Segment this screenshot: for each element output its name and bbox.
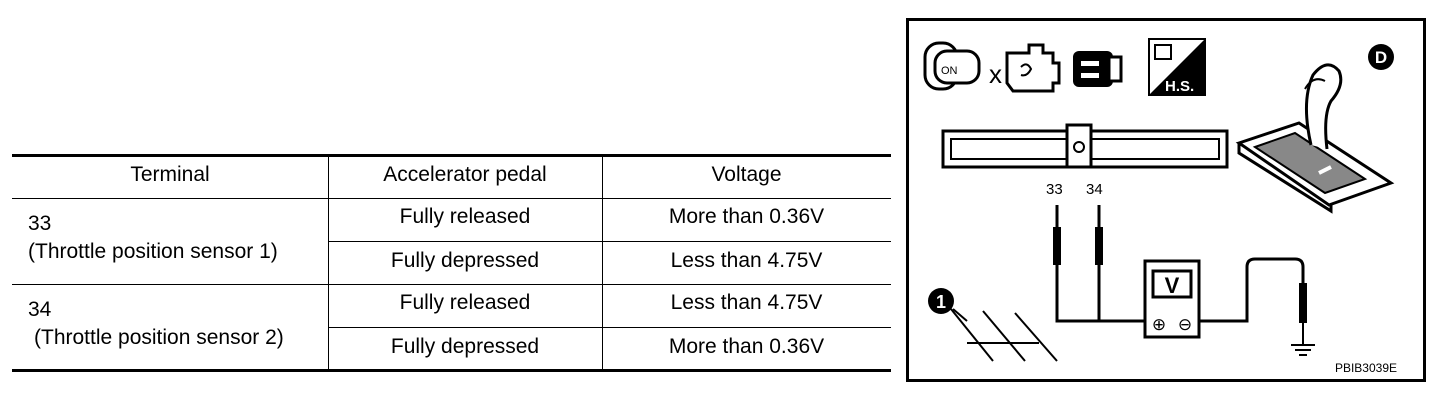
ignition-on-label: ON <box>941 65 958 77</box>
terminal-number: 34 <box>28 298 52 321</box>
header-voltage: Voltage <box>711 163 782 186</box>
accelerator-pedal-icon <box>950 308 1058 362</box>
minus-terminal: ⊖ <box>1178 315 1192 335</box>
harness-connector-icon <box>941 123 1229 169</box>
voltmeter-icon: V ⊕ ⊖ <box>1143 259 1201 339</box>
hs-icon: H.S. <box>1148 38 1206 96</box>
voltage-value: Less than 4.75V <box>670 249 823 272</box>
table-top-rule <box>12 154 891 157</box>
table-col-divider <box>328 154 329 372</box>
voltage-value: More than 0.36V <box>668 205 825 228</box>
hs-label: H.S. <box>1165 78 1194 95</box>
terminal-voltage-table: Terminal Accelerator pedal Voltage 33 (T… <box>12 154 891 372</box>
header-accelerator-pedal: Accelerator pedal <box>383 163 547 186</box>
voltmeter-label: V <box>1165 273 1180 298</box>
pedal-state: Fully depressed <box>390 249 540 272</box>
callout-label: 1 <box>936 292 946 312</box>
table-col-divider <box>602 154 603 372</box>
table-header-rule <box>12 198 891 199</box>
shift-lever-icon <box>1235 63 1395 214</box>
engine-off-icon: x <box>989 43 1061 93</box>
table-row-rule <box>328 327 891 328</box>
table-group-rule <box>12 284 891 285</box>
d-position-badge: D <box>1368 44 1394 70</box>
probe-wires <box>1053 205 1307 345</box>
callout-badge: 1 <box>928 288 968 322</box>
header-terminal: Terminal <box>130 163 210 186</box>
voltage-value: Less than 4.75V <box>670 291 823 314</box>
measurement-diagram: ON x H.S. D <box>906 18 1426 382</box>
pedal-state: Fully released <box>399 291 531 314</box>
pedal-state: Fully depressed <box>390 335 540 358</box>
diagram-svg: ON x H.S. D <box>923 38 1395 362</box>
terminal-number: 33 <box>28 212 52 235</box>
ignition-key-icon: ON <box>923 41 981 91</box>
pedal-state: Fully released <box>399 205 531 228</box>
terminal-label-34: 34 <box>1086 181 1103 198</box>
terminal-description: (Throttle position sensor 2) <box>34 326 284 349</box>
svg-text:x: x <box>989 59 1002 89</box>
ground-icon <box>1291 344 1315 356</box>
connector-icon <box>1073 51 1123 87</box>
figure-code: PBIB3039E <box>1334 361 1397 375</box>
table-bottom-rule <box>12 369 891 372</box>
terminal-description: (Throttle position sensor 1) <box>28 240 278 263</box>
table-row-rule <box>328 241 891 242</box>
terminal-label-33: 33 <box>1046 181 1063 198</box>
d-badge-label: D <box>1375 48 1387 67</box>
plus-terminal: ⊕ <box>1152 315 1166 335</box>
voltage-value: More than 0.36V <box>668 335 825 358</box>
